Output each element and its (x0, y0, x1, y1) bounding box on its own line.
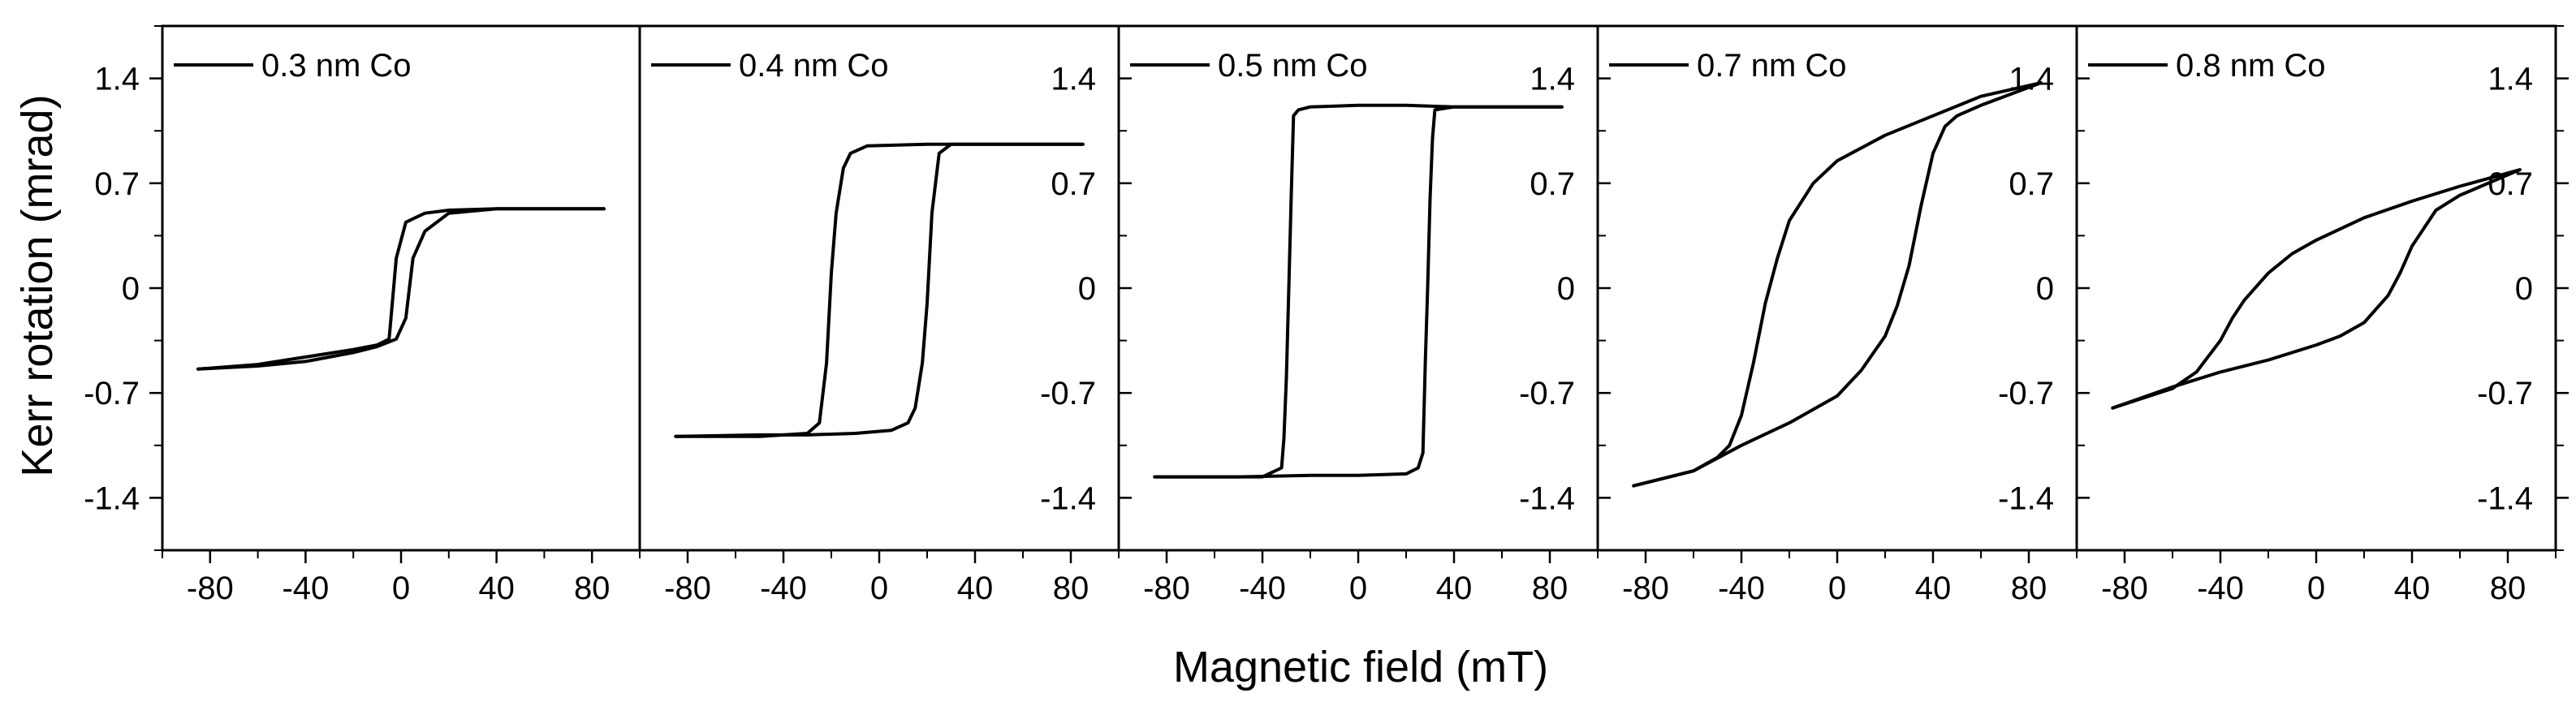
y-tick-label: -0.7 (1040, 376, 1096, 411)
x-tick-label: -80 (2101, 571, 2148, 606)
x-tick-label: -80 (187, 571, 234, 606)
x-tick-label: -40 (2197, 571, 2244, 606)
series-line-descending (2111, 168, 2522, 410)
panel-3: 1.4 0.7 0 -0.7 -1.4 -80 -40 0 40 80 0.5 nm Co (1117, 24, 1611, 606)
x-tick-label: 80 (1053, 571, 1090, 606)
y-tick-label: -0.7 (84, 376, 140, 411)
y-tick-label: -1.4 (1998, 480, 2054, 516)
x-tick-label: -80 (1622, 571, 1669, 606)
legend-label: 0.5 nm Co (1218, 48, 1368, 84)
x-tick-label: -40 (760, 571, 807, 606)
x-tick-label: 40 (1436, 571, 1473, 606)
panel-frame (2075, 24, 2557, 552)
x-tick-label: 40 (1915, 571, 1952, 606)
y-tick-label: 1.4 (1530, 62, 1575, 97)
y-tick-label: 0 (1078, 271, 1096, 307)
y-tick-label: 1.4 (94, 62, 140, 97)
series-line-ascending (1632, 81, 2043, 488)
y-tick-label: -1.4 (1040, 480, 1096, 516)
x-tick-label: 0 (870, 571, 888, 606)
y-tick-label: 1.4 (1051, 62, 1096, 97)
series-line-ascending (1153, 105, 1564, 479)
x-tick-label: -80 (664, 571, 711, 606)
y-tick-label: 0 (2036, 271, 2054, 307)
y-tick-label: 0.7 (1051, 166, 1096, 202)
series-line-ascending (674, 142, 1085, 438)
panel-4: 1.40.70-0.7-1.4-80 -40 0 40 800.7 nm Co (1596, 24, 2090, 606)
x-tick-label: 40 (2394, 571, 2431, 606)
y-tick-label: -0.7 (1519, 376, 1575, 411)
panel-2: 1.4 0.7 0 -0.7 -1.4 -80 -40 0 40 80 0.4 nm Co (638, 24, 1132, 606)
panel-frame (638, 24, 1120, 552)
x-tick-label: 80 (1532, 571, 1568, 606)
x-tick-label: 0 (1828, 571, 1846, 606)
x-tick-label: 80 (2011, 571, 2047, 606)
x-tick-label: 80 (574, 571, 611, 606)
panel-frame (1596, 24, 2078, 552)
x-tick-label: 0 (2307, 571, 2325, 606)
y-tick-label: 1.4 (2488, 62, 2533, 97)
series-line-ascending (2111, 168, 2522, 410)
series-line-descending (1153, 103, 1564, 479)
legend-label: 0.8 nm Co (2176, 48, 2326, 84)
x-tick-label: 80 (2490, 571, 2526, 606)
panel-1: 1.4 0.7 0 -0.7 -1.4 -80 -40 0 40 80 0.3 nm Co (84, 24, 641, 606)
x-tick-label: 40 (478, 571, 515, 606)
panel-5: 1.40.70-0.7-1.4-80 -40 0 40 800.8 nm Co (2075, 24, 2569, 606)
series-line-descending (196, 207, 606, 371)
x-tick-label: 0 (392, 571, 410, 606)
series-line-ascending (196, 207, 606, 371)
y-tick-label: 0 (122, 271, 140, 307)
legend-label: 0.4 nm Co (739, 48, 889, 84)
legend-label: 0.7 nm Co (1697, 48, 1847, 84)
x-tick-label: 40 (957, 571, 994, 606)
y-tick-label: -0.7 (2477, 376, 2533, 411)
x-tick-label: -40 (1239, 571, 1286, 606)
series-line-descending (1632, 81, 2043, 488)
y-tick-label: 0 (1557, 271, 1575, 307)
y-tick-label: 0 (2515, 271, 2533, 307)
legend-label: 0.3 nm Co (261, 48, 412, 84)
y-tick-label: -0.7 (1998, 376, 2054, 411)
y-tick-label: -1.4 (2477, 480, 2533, 516)
series-line-descending (674, 142, 1085, 438)
panels: 1.4 0.7 0 -0.7 -1.4 -80 -40 0 40 80 0.3 nm Co 1.4 0.… (84, 24, 2569, 606)
x-axis-title: Magnetic field (mT) (1173, 643, 1548, 691)
y-axis-title: Kerr rotation (mrad) (13, 94, 62, 476)
panel-frame (161, 24, 641, 552)
y-tick-label: 0.7 (94, 166, 140, 202)
y-tick-label: 0.7 (2009, 166, 2054, 202)
x-tick-label: 0 (1349, 571, 1367, 606)
y-tick-label: -1.4 (84, 480, 140, 516)
x-tick-label: -40 (282, 571, 329, 606)
x-tick-label: -40 (1718, 571, 1765, 606)
x-tick-label: -80 (1143, 571, 1190, 606)
y-tick-label: 0.7 (1530, 166, 1575, 202)
y-tick-label: -1.4 (1519, 480, 1575, 516)
